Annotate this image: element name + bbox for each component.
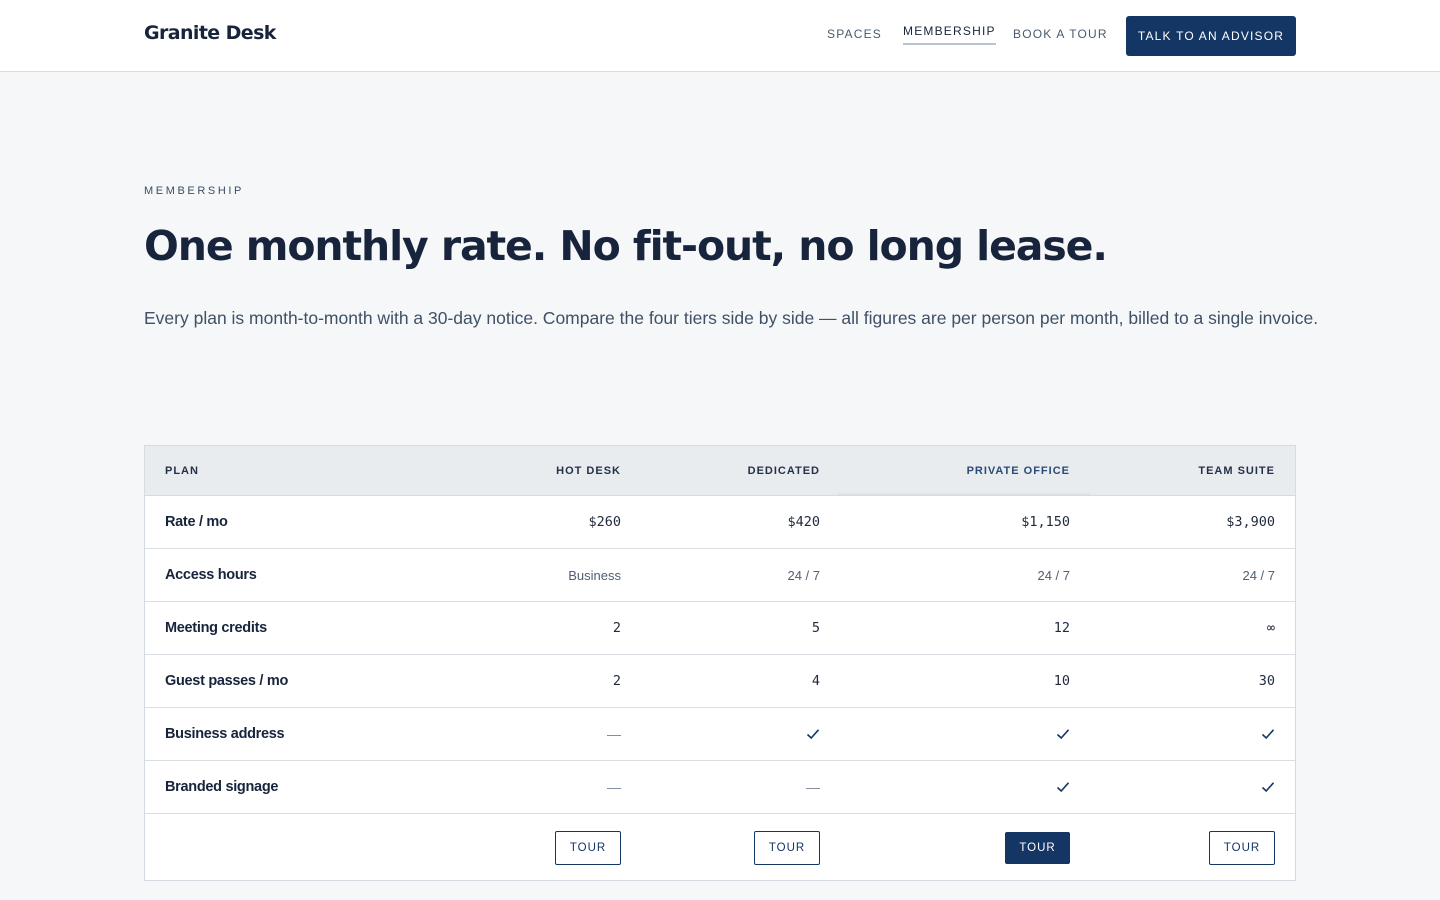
row-label: Guest passes / mo [165,673,289,689]
nav-link-book-a-tour[interactable]: BOOK A TOUR [1013,27,1108,41]
brand-logo[interactable]: Granite Desk [144,22,276,44]
section-eyebrow: MEMBERSHIP [144,185,244,197]
table-cell: 4 [811,673,820,689]
page-title: One monthly rate. No fit-out, no long le… [144,222,1108,270]
tour-button-team-suite[interactable]: TOUR [1209,830,1275,865]
row-label: Rate / mo [165,514,228,530]
table-cell: 30 [1258,673,1275,689]
column-header-plan: PLAN [165,464,199,477]
check-icon [1261,761,1275,813]
check-icon [1056,708,1070,760]
table-header-row: PLAN HOT DESK DEDICATED PRIVATE OFFICE T… [145,446,1295,496]
not-included-dash: — [806,779,820,795]
column-header-hot-desk: HOT DESK [556,464,621,477]
table-cell: 24 / 7 [1242,567,1275,583]
table-row-branded-signage: Branded signage — — [145,761,1295,814]
top-nav-bar: Granite Desk SPACES MEMBERSHIP BOOK A TO… [0,0,1440,72]
talk-to-advisor-button[interactable]: TALK TO AN ADVISOR [1126,16,1296,56]
table-actions-row: TOUR TOUR TOUR TOUR [145,814,1295,881]
check-icon [1056,761,1070,813]
table-row-access-hours: Access hours Business 24 / 7 24 / 7 24 /… [145,549,1295,602]
not-included-dash: — [607,779,621,795]
table-cell: 12 [1053,620,1070,636]
row-label: Branded signage [165,779,279,795]
plan-comparison-table: PLAN HOT DESK DEDICATED PRIVATE OFFICE T… [144,445,1296,881]
not-included-dash: — [607,726,621,742]
tour-button-private-office[interactable]: TOUR [1005,831,1070,864]
row-label: Business address [165,726,285,742]
page-description: Every plan is month-to-month with a 30-d… [144,308,1319,328]
table-row-rate: Rate / mo $260 $420 $1,150 $3,900 [145,496,1295,549]
table-cell: 2 [612,673,621,689]
table-cell: 24 / 7 [787,567,820,583]
check-icon [806,708,820,760]
table-cell: 24 / 7 [1037,567,1070,583]
table-cell: 2 [612,620,621,636]
table-row-business-address: Business address — [145,708,1295,761]
highlighted-column-marker [838,446,1090,495]
check-icon [1261,708,1275,760]
row-label: Meeting credits [165,620,267,636]
table-row-meeting-credits: Meeting credits 2 5 12 ∞ [145,602,1295,655]
nav-link-spaces[interactable]: SPACES [827,27,882,41]
column-header-team-suite: TEAM SUITE [1198,464,1275,477]
table-cell: Business [568,567,621,583]
table-cell: $260 [588,514,621,530]
column-header-private-office: PRIVATE OFFICE [966,464,1070,477]
nav-link-membership[interactable]: MEMBERSHIP [903,24,996,45]
table-cell: 10 [1053,673,1070,689]
tour-button-hot-desk[interactable]: TOUR [555,830,621,865]
column-header-dedicated: DEDICATED [747,464,820,477]
table-row-guest-passes: Guest passes / mo 2 4 10 30 [145,655,1295,708]
table-cell: ∞ [1266,620,1275,636]
table-cell: $420 [787,514,820,530]
row-label: Access hours [165,567,257,583]
table-cell: $3,900 [1226,514,1275,530]
tour-button-dedicated[interactable]: TOUR [754,830,820,865]
table-cell: 5 [811,620,820,636]
table-cell: $1,150 [1021,514,1070,530]
